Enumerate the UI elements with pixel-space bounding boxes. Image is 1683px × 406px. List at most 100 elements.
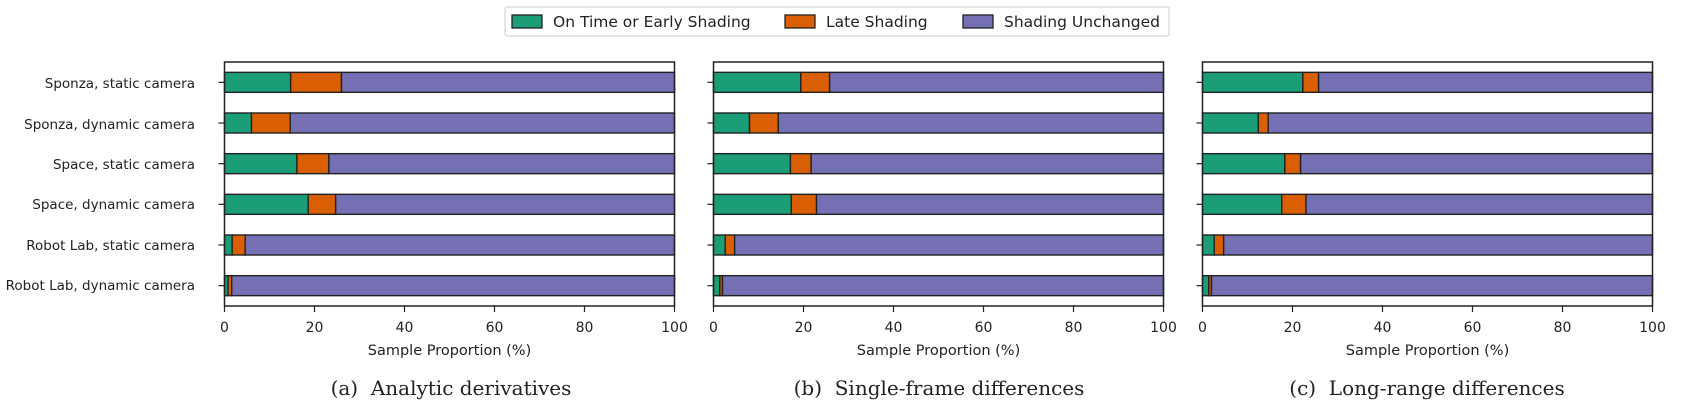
x-tick-labels: 0 20 40 60 80 100 <box>220 320 688 336</box>
plot-frame <box>1201 61 1654 307</box>
x-tick-label: 80 <box>1065 320 1083 336</box>
bar-segment-on-time-or-early <box>712 274 721 297</box>
category-label: Robot Lab, static camera <box>26 238 195 254</box>
bars <box>218 71 676 312</box>
x-tick-label: 60 <box>486 320 504 336</box>
x-tick-label: 20 <box>1284 320 1302 336</box>
x-tick-label: 20 <box>795 320 813 336</box>
legend-label-late: Late Shading <box>826 13 928 31</box>
bar-segment-unchanged <box>1299 152 1654 175</box>
legend-label-on-time: On Time or Early Shading <box>553 13 751 31</box>
x-axis-label: Sample Proportion (%) <box>857 343 1021 359</box>
bar-segment-late <box>1213 234 1225 256</box>
bar-segment-late <box>748 112 779 134</box>
category-label: Space, static camera <box>53 157 195 173</box>
x-tick-label: 80 <box>1554 320 1572 336</box>
category-label: Space, dynamic camera <box>32 197 195 213</box>
x-tick-label: 60 <box>1464 320 1482 336</box>
panel-caption: (a) Analytic derivatives <box>331 376 572 400</box>
bar-segment-late <box>790 193 818 216</box>
bar-segment-late <box>789 152 812 175</box>
bar-segment-late <box>1302 71 1320 94</box>
legend-frame <box>504 6 1170 37</box>
category-labels: Sponza, static camera Sponza, dynamic ca… <box>6 76 195 294</box>
bar-segment-on-time-or-early <box>223 193 309 216</box>
panel-caption: (b) Single-frame differences <box>794 376 1085 400</box>
bar-segment-on-time-or-early <box>712 71 802 94</box>
panel-c-long-range-differences: 0 20 40 60 80 100 Sample Proportion (%) … <box>1196 61 1666 400</box>
bar-segment-on-time-or-early <box>1201 152 1286 175</box>
bars <box>1196 71 1654 312</box>
bar-segment-on-time-or-early <box>1201 193 1283 216</box>
bar-segment-unchanged <box>1267 112 1654 134</box>
bar-segment-unchanged <box>733 234 1165 256</box>
plot-frame <box>712 61 1165 307</box>
x-tick-label: 60 <box>975 320 993 336</box>
x-tick-label: 0 <box>220 320 229 336</box>
bar-segment-on-time-or-early <box>1201 71 1304 94</box>
category-label: Sponza, static camera <box>45 76 195 92</box>
bar-segment-on-time-or-early <box>1201 112 1259 134</box>
panel-b-single-frame-differences: 0 20 40 60 80 100 Sample Proportion (%) … <box>707 61 1177 400</box>
legend-swatch-on-time <box>511 14 543 29</box>
bar-segment-late <box>250 112 291 134</box>
bar-segment-unchanged <box>815 193 1165 216</box>
bar-segment-late <box>231 234 246 256</box>
bar-segment-late <box>800 71 831 94</box>
bar-segment-unchanged <box>230 274 676 297</box>
bar-segment-late <box>1284 152 1302 175</box>
x-tick-label: 100 <box>1150 320 1177 336</box>
bar-segment-late <box>289 71 343 94</box>
bar-segment-on-time-or-early <box>223 152 298 175</box>
bar-segment-late <box>296 152 330 175</box>
bar-segment-unchanged <box>328 152 676 175</box>
bar-segment-late <box>724 234 736 256</box>
legend-swatch-late <box>784 14 816 29</box>
bar-segment-late <box>307 193 337 216</box>
x-tick-label: 80 <box>576 320 594 336</box>
bar-segment-unchanged <box>810 152 1165 175</box>
panel-caption: (c) Long-range differences <box>1289 376 1564 400</box>
bar-segment-on-time-or-early <box>223 112 253 134</box>
category-label: Robot Lab, dynamic camera <box>6 278 195 294</box>
bar-segment-unchanged <box>828 71 1165 94</box>
bar-segment-on-time-or-early <box>223 234 233 256</box>
x-tick-label: 20 <box>306 320 324 336</box>
x-tick-labels: 0 20 40 60 80 100 <box>709 320 1177 336</box>
bar-segment-unchanged <box>1317 71 1654 94</box>
bars <box>707 71 1165 312</box>
x-tick-label: 100 <box>1639 320 1666 336</box>
x-tick-labels: 0 20 40 60 80 100 <box>1198 320 1666 336</box>
bar-segment-late <box>1257 112 1269 134</box>
x-tick-label: 0 <box>709 320 718 336</box>
bar-segment-on-time-or-early <box>712 193 793 216</box>
bar-segment-unchanged <box>777 112 1165 134</box>
x-tick-label: 40 <box>396 320 414 336</box>
legend: On Time or Early Shading Late Shading Sh… <box>504 6 1170 37</box>
x-tick-label: 0 <box>1198 320 1207 336</box>
x-axis-label: Sample Proportion (%) <box>1346 343 1510 359</box>
bar-segment-unchanged <box>721 274 1165 297</box>
x-tick-label: 100 <box>661 320 688 336</box>
bar-segment-on-time-or-early <box>712 152 792 175</box>
bar-segment-late <box>1280 193 1307 216</box>
bar-segment-unchanged <box>340 71 676 94</box>
bar-segment-unchanged <box>1210 274 1654 297</box>
plot-frame <box>223 61 676 307</box>
bar-segment-on-time-or-early <box>1201 274 1210 297</box>
bar-segment-unchanged <box>289 112 676 134</box>
x-tick-label: 40 <box>885 320 903 336</box>
bar-segment-unchanged <box>1305 193 1654 216</box>
category-label: Sponza, dynamic camera <box>24 117 195 133</box>
bar-segment-unchanged <box>334 193 676 216</box>
legend-swatch-unchanged <box>962 14 994 29</box>
bar-segment-unchanged <box>1222 234 1654 256</box>
bar-segment-on-time-or-early <box>223 71 292 94</box>
bar-segment-on-time-or-early <box>712 112 751 134</box>
legend-label-unchanged: Shading Unchanged <box>1004 13 1160 31</box>
bar-segment-unchanged <box>244 234 676 256</box>
panel-a-analytic-derivatives: Sponza, static camera Sponza, dynamic ca… <box>6 61 688 400</box>
x-axis-label: Sample Proportion (%) <box>368 343 532 359</box>
bar-segment-on-time-or-early <box>1201 234 1215 256</box>
